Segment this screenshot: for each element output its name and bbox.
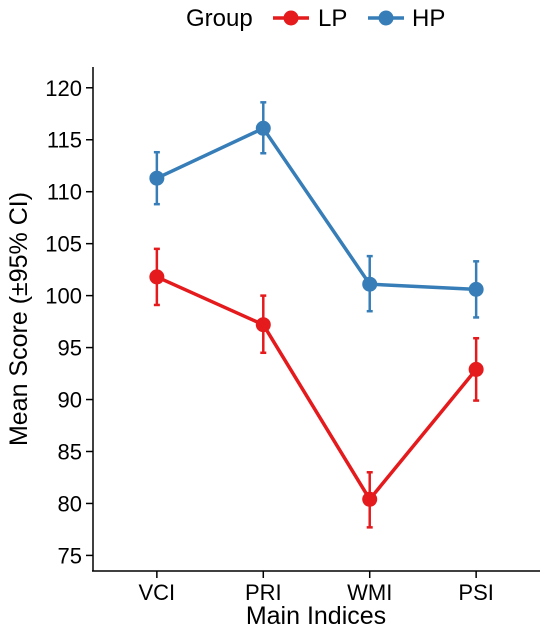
series-lp [149, 247, 484, 529]
series-hp [149, 101, 484, 319]
data-point-lp [255, 317, 271, 333]
data-point-hp [149, 170, 165, 186]
y-tick-label: 90 [58, 388, 82, 413]
x-tick-label: VCI [139, 580, 176, 605]
y-tick-label: 105 [45, 232, 82, 257]
y-tick-label: 85 [58, 439, 82, 464]
series-line-hp [156, 126, 477, 292]
data-point-hp [468, 281, 484, 297]
y-tick-label: 110 [47, 180, 82, 205]
legend-item-hp: HP [368, 5, 445, 32]
x-axis-title: Main Indices [246, 602, 386, 630]
y-tick-label: 80 [58, 491, 82, 516]
legend: Group LP HP [186, 5, 445, 32]
data-point-hp [255, 120, 271, 136]
y-tick-label: 100 [45, 284, 82, 309]
legend-key-point-hp [378, 10, 394, 26]
x-tick-label: WMI [347, 580, 392, 605]
y-ticks: 75 80 85 90 95 100 105 110 115 120 [45, 76, 93, 568]
legend-key-point-lp [283, 10, 299, 26]
data-point-lp [362, 491, 378, 507]
x-ticks: VCI PRI WMI PSI [139, 571, 494, 605]
y-tick-label: 115 [47, 128, 82, 153]
y-axis-title: Mean Score (±95% CI) [5, 192, 33, 446]
series-layer [149, 101, 484, 529]
data-point-lp [149, 269, 165, 285]
x-tick-label: PSI [458, 580, 493, 605]
data-point-lp [468, 361, 484, 377]
legend-title: Group [186, 5, 253, 32]
legend-label-lp: LP [318, 5, 347, 32]
y-tick-label: 120 [45, 76, 82, 101]
y-tick-label: 95 [58, 336, 82, 361]
data-point-hp [362, 276, 378, 292]
y-tick-label: 75 [58, 543, 82, 568]
series-line-lp [156, 275, 478, 502]
x-tick-label: PRI [245, 580, 282, 605]
legend-item-lp: LP [273, 5, 347, 32]
legend-label-hp: HP [412, 5, 445, 32]
